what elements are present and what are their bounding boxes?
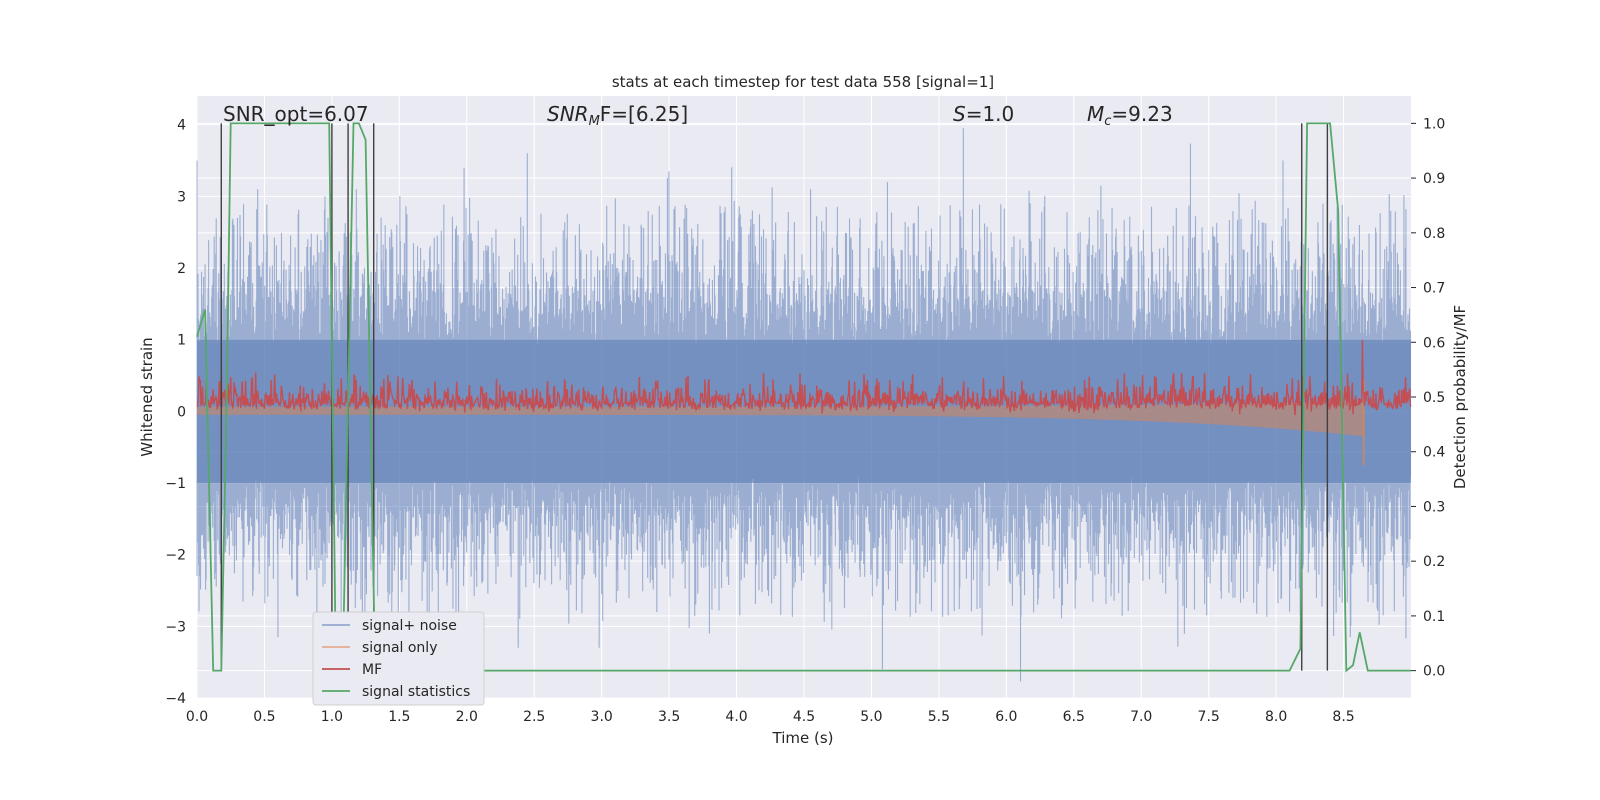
- annotation-snr-mf-subscript: M: [589, 114, 600, 129]
- y2-tick-label: 0.0: [1423, 664, 1445, 680]
- y2-tick-label: 0.2: [1423, 554, 1445, 570]
- annotation-snr-mf: SNRMF=[6.25]: [547, 102, 688, 129]
- annotation-mc-value: =9.23: [1111, 102, 1172, 126]
- mf-trace: [196, 339, 1412, 416]
- x-tick-label: 7.0: [1130, 709, 1152, 725]
- y2-tick-label: 0.7: [1423, 281, 1445, 297]
- chart-title: stats at each timestep for test data 558…: [612, 73, 994, 91]
- y2-tick-label: 0.1: [1423, 609, 1445, 625]
- legend-label-mf: MF: [362, 662, 382, 678]
- y-tick-label: −1: [165, 476, 186, 492]
- x-tick-label: 4.5: [793, 709, 815, 725]
- x-tick-label: 0.5: [253, 709, 275, 725]
- y-tick-labels: −4 −3 −2 −1 0 1 2 3 4: [165, 118, 186, 707]
- x-tick-label: 3.5: [658, 709, 680, 725]
- annotation-snr-opt: SNR_opt=6.07: [223, 102, 369, 126]
- x-tick-label: 5.0: [860, 709, 882, 725]
- y2-tick-label: 0.4: [1423, 445, 1445, 461]
- y-tick-label: −2: [165, 548, 186, 564]
- x-tick-label: 1.5: [388, 709, 410, 725]
- x-tick-label: 8.5: [1332, 709, 1354, 725]
- signal-statistics-line: [196, 122, 1411, 673]
- y-tick-label: 3: [177, 189, 186, 205]
- annotation-s-value: =1.0: [966, 102, 1015, 126]
- x-tick-label: 3.0: [591, 709, 613, 725]
- y2-tick-label: 0.3: [1423, 499, 1445, 515]
- x-tick-label: 7.5: [1198, 709, 1220, 725]
- y2-tick-label: 0.8: [1423, 226, 1445, 242]
- y2-tick-label: 0.6: [1423, 335, 1445, 351]
- y-tick-label: 4: [177, 118, 186, 134]
- y-tick-label: 1: [177, 333, 186, 349]
- y-tick-label: 0: [177, 404, 186, 420]
- x-tick-label: 5.5: [928, 709, 950, 725]
- legend-label-signal-statistics: signal statistics: [362, 684, 470, 700]
- series-mf: [196, 339, 1412, 416]
- y2-tick-label: 1.0: [1423, 116, 1445, 132]
- y2-tick-labels: 0.0 0.1 0.2 0.3 0.4 0.5 0.6 0.7 0.8 0.9 1.0: [1411, 116, 1445, 680]
- x-tick-label: 1.0: [321, 709, 343, 725]
- series-signal-statistics: [196, 122, 1411, 673]
- x-tick-labels: 0.0 0.5 1.0 1.5 2.0 2.5 3.0 3.5 4.0 4.5 5.0 5.5 6.0 6…: [186, 709, 1355, 725]
- annotation-s-symbol: S: [953, 102, 966, 126]
- annotation-snr-mf-value: F=[6.25]: [600, 102, 688, 126]
- y-axis-label: Whitened strain: [138, 337, 156, 456]
- y-tick-label: −4: [165, 691, 186, 707]
- y-tick-label: 2: [177, 261, 186, 277]
- y2-tick-label: 0.5: [1423, 390, 1445, 406]
- legend-label-signal-only: signal only: [362, 640, 437, 656]
- x-axis-label: Time (s): [772, 729, 834, 747]
- x-tick-label: 6.0: [995, 709, 1017, 725]
- legend-label-signal-noise: signal+ noise: [362, 618, 457, 634]
- x-tick-label: 2.0: [456, 709, 478, 725]
- legend: signal+ noise signal only MF signal stat…: [312, 611, 485, 706]
- x-tick-label: 0.0: [186, 709, 208, 725]
- x-tick-label: 4.0: [725, 709, 747, 725]
- y-tick-label: −3: [165, 619, 186, 635]
- x-tick-label: 2.5: [523, 709, 545, 725]
- legend-box: [312, 611, 485, 706]
- annotation-mc: Mc=9.23: [1087, 102, 1173, 129]
- annotation-mc-subscript: c: [1104, 114, 1111, 129]
- x-tick-label: 8.0: [1265, 709, 1287, 725]
- annotation-mc-symbol: M: [1087, 102, 1104, 126]
- x-tick-label: 6.5: [1063, 709, 1085, 725]
- annotation-s: S=1.0: [953, 102, 1014, 126]
- y2-tick-label: 0.9: [1423, 171, 1445, 187]
- y2-axis-label: Detection probability/MF: [1451, 305, 1469, 489]
- annotation-snr-mf-symbol: SNR: [547, 102, 589, 126]
